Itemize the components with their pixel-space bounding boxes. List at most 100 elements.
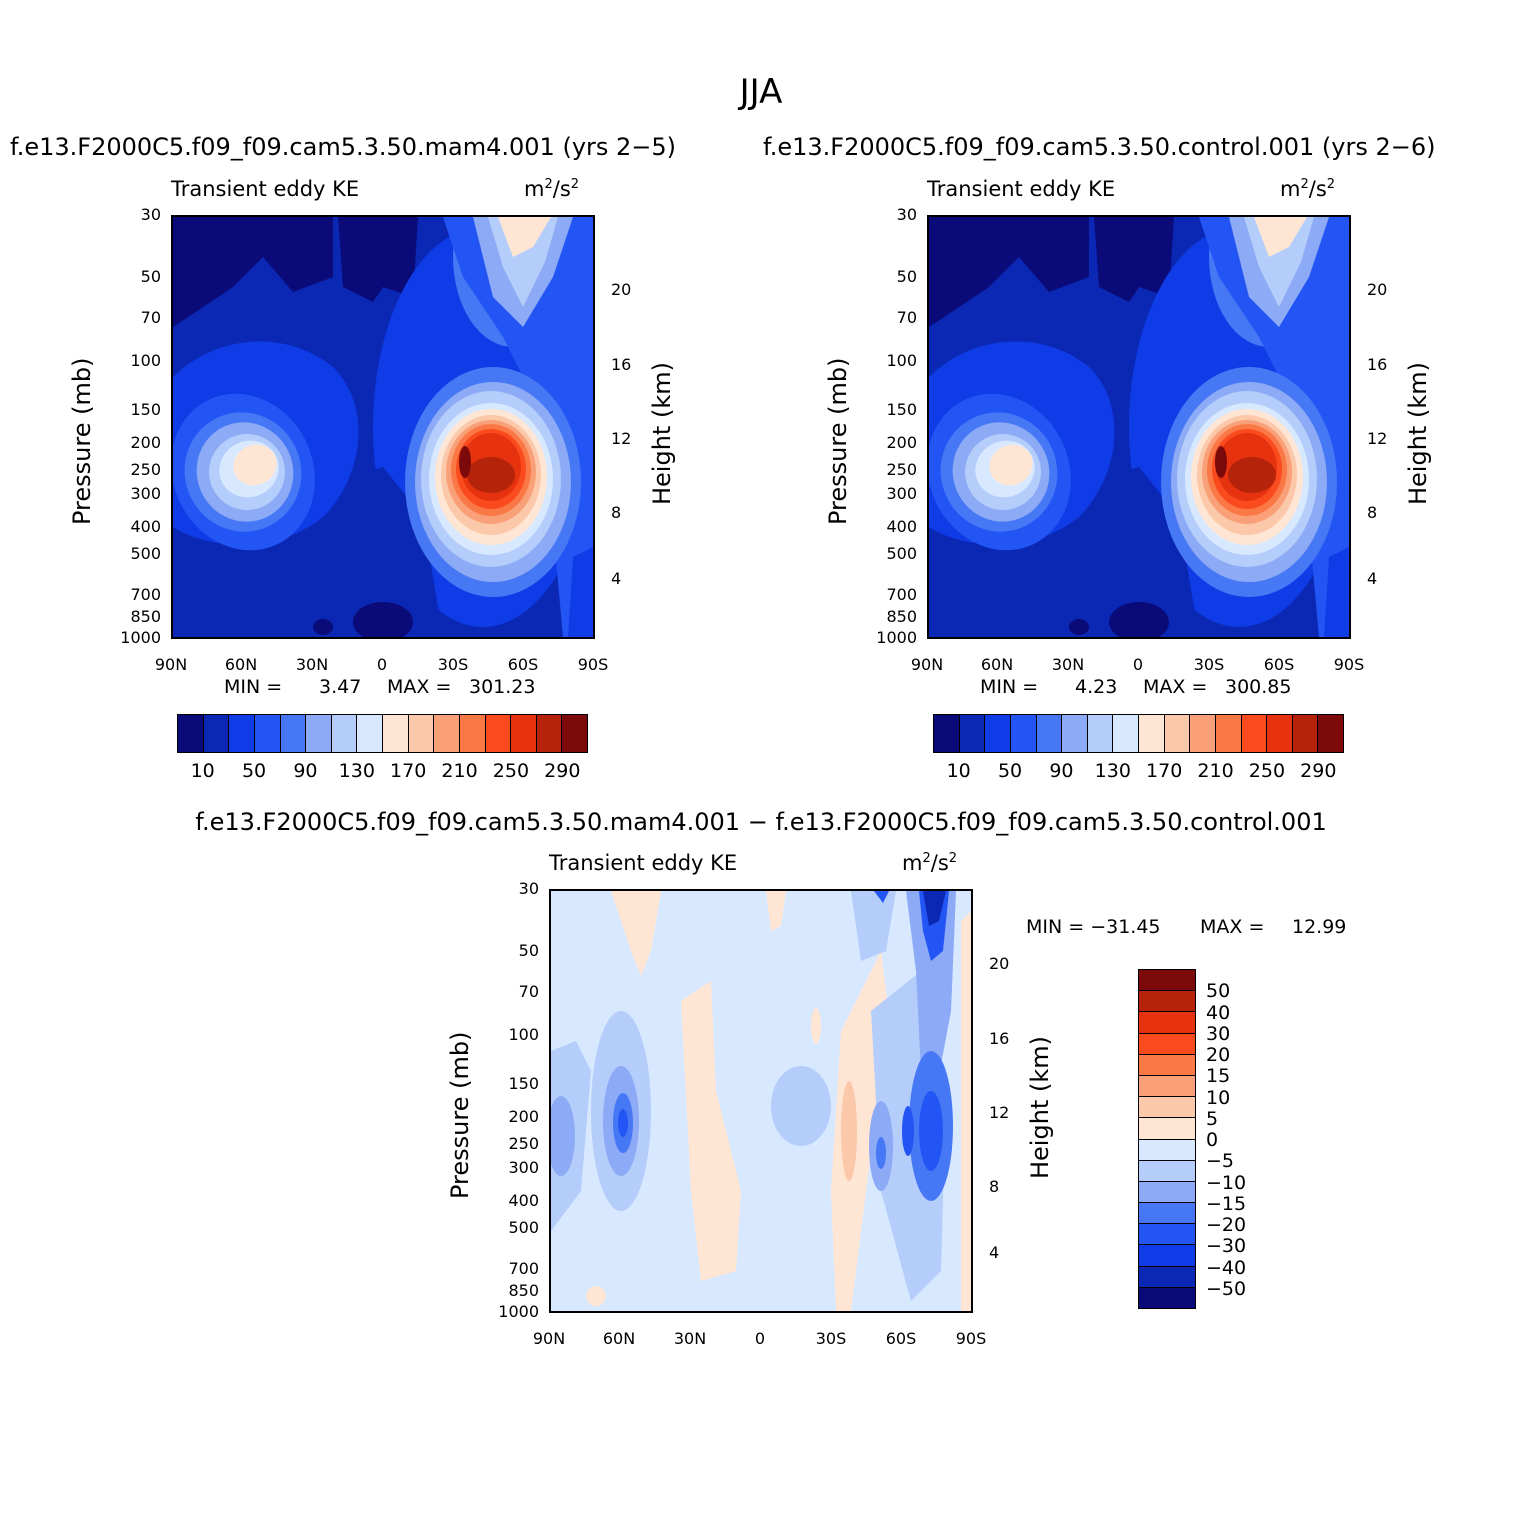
height-axis-label: Height (km) [1026,1036,1054,1179]
colorbar-swatch [1139,1203,1195,1225]
panel1-min-value: 3.47 [319,676,362,698]
panel2-min-value: 4.23 [1075,676,1118,698]
colorbar-label: 210 [1197,760,1234,782]
contour-region [929,217,1089,327]
x-tick-label: 90N [532,1329,566,1348]
colorbar-label: 170 [390,760,427,782]
contour-region [488,217,558,307]
x-tick-label: 90S [955,1329,987,1348]
contour-region [1228,457,1276,493]
height-tick-label: 20 [611,280,632,299]
contour-region [681,981,741,1281]
contour-region [338,217,418,302]
height-tick-label: 16 [611,355,632,374]
x-tick-label: 30S [815,1329,847,1348]
colorbar-label: 290 [544,760,581,782]
height-tick-label: 4 [989,1243,1000,1262]
figure-title: JJA [739,72,783,112]
contour-region [1324,547,1349,637]
colorbar-swatch [1139,1139,1195,1161]
colorbar-swatch [331,715,358,752]
pressure-tick-label: 400 [886,517,917,536]
contour-region [467,457,515,493]
x-tick-label: 90S [1333,655,1365,674]
contour-region [618,1109,628,1137]
colorbar-label: −30 [1206,1235,1247,1258]
pressure-tick-label: 250 [508,1134,539,1153]
colorbar-label: 90 [293,760,318,782]
x-tick-label: 90N [154,655,188,674]
diff-min-label: MIN = −31.45 [1026,916,1161,938]
pressure-tick-label: 150 [508,1074,539,1093]
x-tick-label: 30S [1193,655,1225,674]
contour-region [1215,446,1227,478]
contour-region [1244,217,1314,307]
pressure-tick-label: 500 [130,544,161,563]
pressure-tick-label: 700 [130,585,161,604]
contour-region [611,891,661,976]
colorbar-swatch [1164,715,1191,752]
colorbar-label: 210 [441,760,478,782]
height-tick-label: 12 [989,1103,1010,1122]
panel1-units: m2/s2 [524,177,580,201]
colorbar-swatch [1010,715,1037,752]
contour-field [551,891,971,1311]
contour-region [874,891,889,903]
x-tick-label: 90N [910,655,944,674]
pressure-tick-label: 1000 [120,628,161,647]
pressure-tick-label: 300 [130,484,161,503]
x-tick-label: 30N [295,655,329,674]
colorbar-label: 40 [1206,1001,1231,1024]
height-tick-label: 8 [1367,503,1378,522]
colorbar-swatch [203,715,230,752]
pressure-tick-label: 100 [886,351,917,370]
colorbar-swatch [178,715,204,752]
pressure-axis-label: Pressure (mb) [824,357,852,525]
colorbar-swatch [434,715,460,752]
diff-max-label: MAX = [1200,916,1265,938]
colorbar-swatch [1087,715,1114,752]
colorbar-swatch [229,715,255,752]
pressure-tick-label: 1000 [498,1302,539,1321]
x-tick-label: 60S [885,1329,917,1348]
pressure-tick-label: 200 [886,433,917,452]
contour-region [771,1066,831,1146]
x-tick-label: 90S [577,655,609,674]
x-tick-label: 0 [754,1329,766,1348]
colorbar-swatch [1139,1033,1195,1055]
height-tick-label: 20 [989,954,1010,973]
contour-region [851,891,896,961]
panel1-title: f.e13.F2000C5.f09_f09.cam5.3.50.mam4.001… [10,133,677,161]
pressure-tick-label: 250 [886,460,917,479]
panel1-max-label: MAX = [387,676,452,698]
pressure-tick-label: 850 [508,1281,539,1300]
panel2-plot-area [927,215,1351,639]
pressure-tick-label: 70 [896,308,917,327]
contour-region [353,602,413,637]
colorbar-swatch [1036,715,1063,752]
x-tick-label: 60N [602,1329,636,1348]
pressure-tick-label: 500 [508,1218,539,1237]
colorbar-label: 50 [241,760,267,782]
colorbar-label: 10 [190,760,215,782]
contour-region [961,911,971,1311]
colorbar-swatch [306,715,332,752]
diff-plot-area [549,889,973,1313]
contour-region [841,1081,857,1181]
x-tick-label: 30S [437,655,469,674]
colorbar-swatch [1139,1054,1195,1076]
x-tick-label: 0 [1132,655,1144,674]
colorbar-swatch [511,715,537,752]
pressure-tick-label: 300 [508,1158,539,1177]
colorbar-swatch [485,715,512,752]
pressure-tick-label: 50 [140,267,161,286]
panel2-variable: Transient eddy KE [927,177,1116,201]
colorbar-swatch [1139,1224,1195,1246]
colorbar-swatch [1215,715,1242,752]
height-axis-label: Height (km) [648,362,676,505]
pressure-tick-label: 700 [886,585,917,604]
height-tick-label: 12 [611,429,632,448]
colorbar-label: 50 [1206,980,1231,1003]
contour-region [1019,467,1199,637]
pressure-axis-label: Pressure (mb) [446,1031,474,1199]
